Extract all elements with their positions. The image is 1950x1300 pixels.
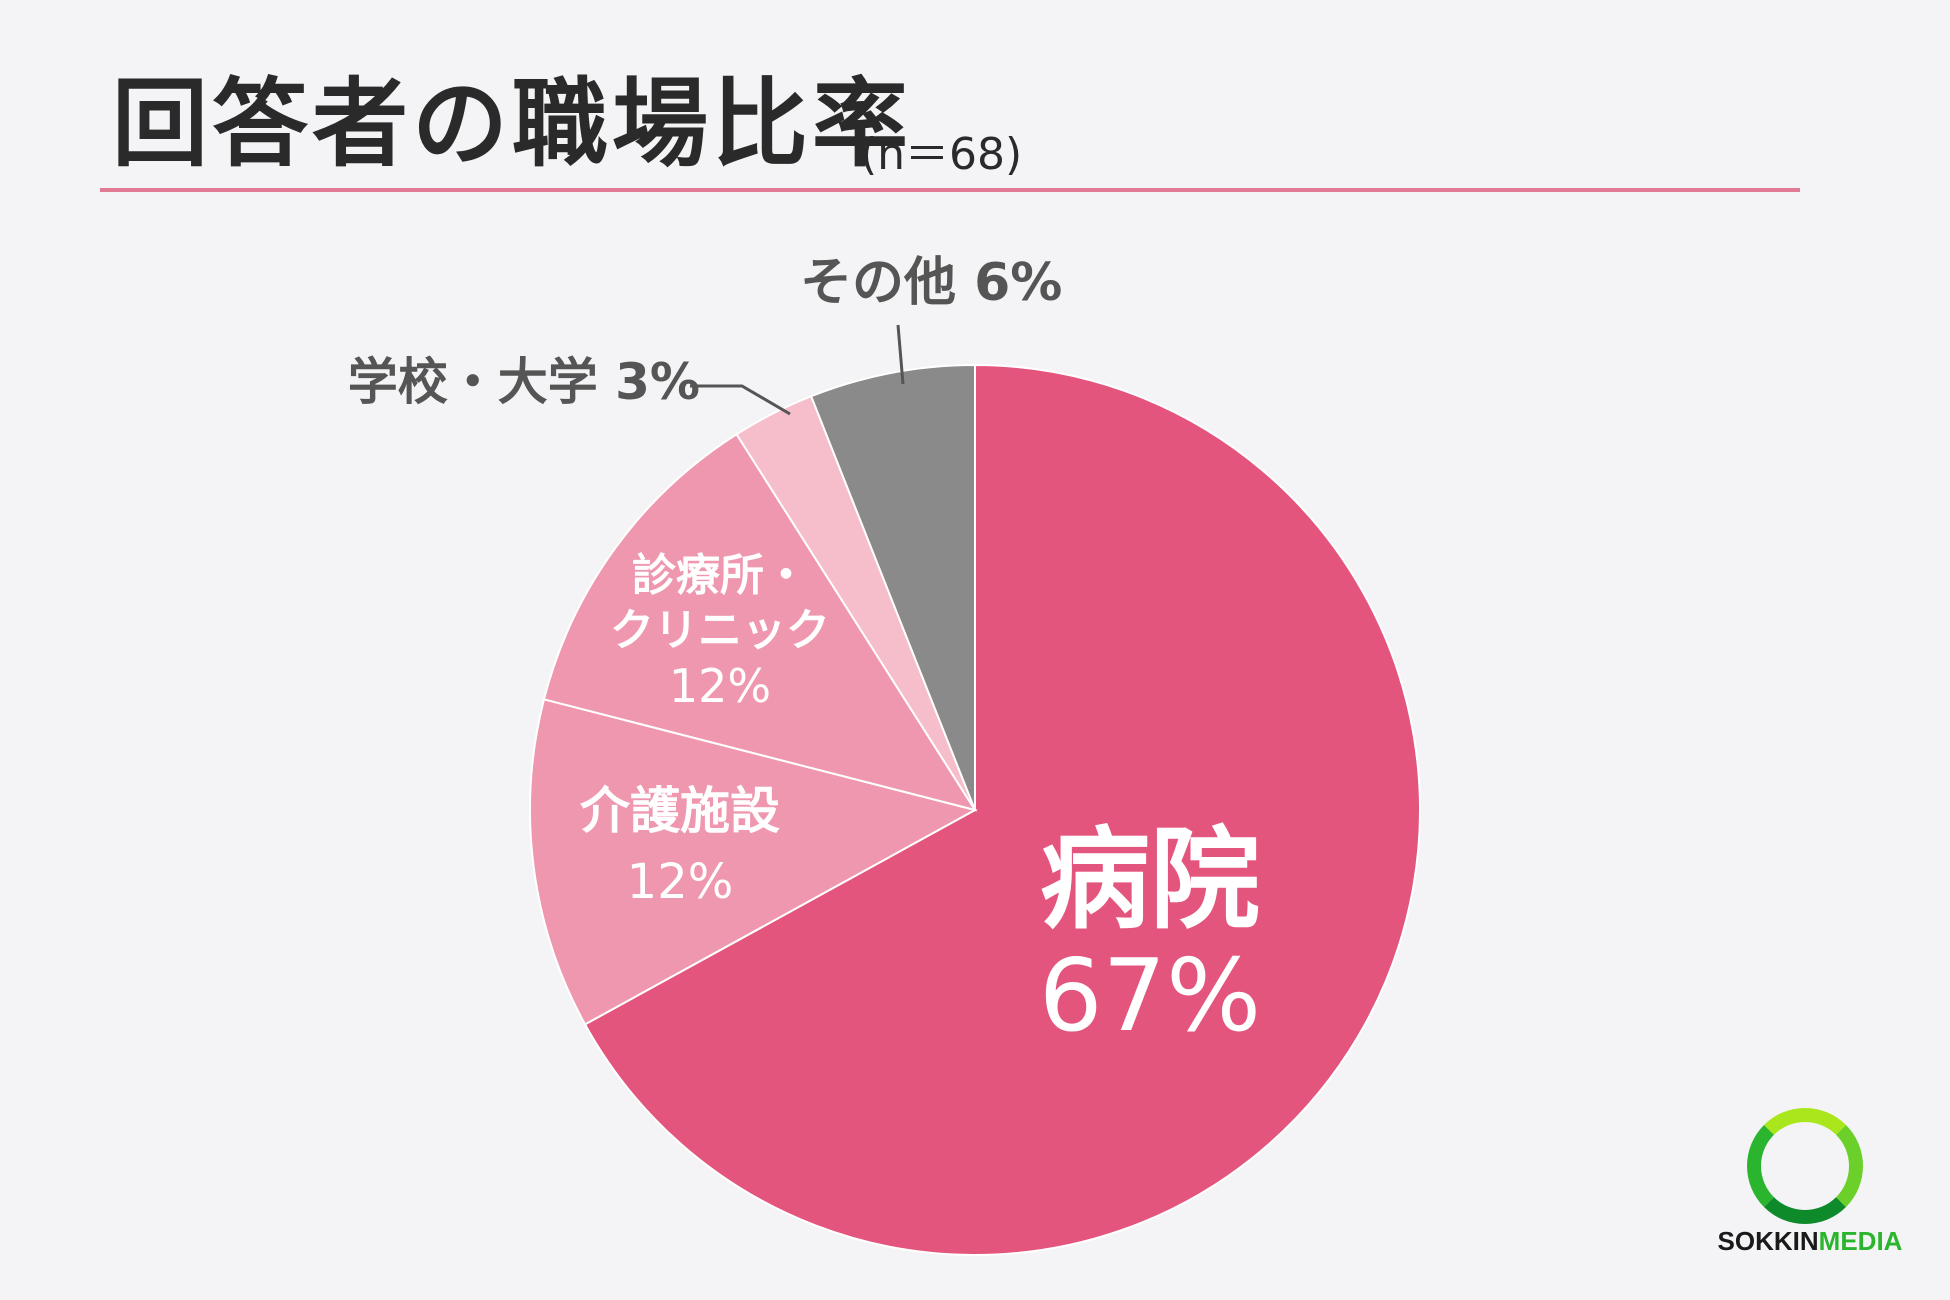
pie-slice-hospital	[583, 363, 1421, 1256]
logo-wordmark: SOKKINMEDIA	[1690, 1226, 1930, 1257]
leader-line-other	[896, 324, 905, 385]
ring-logo-icon	[1747, 1108, 1863, 1224]
pie-slices	[529, 363, 1421, 1256]
chart-subtitle: (n＝68)	[860, 129, 1023, 180]
slice-pct-hospital: 67%	[1038, 937, 1262, 1054]
slice-name-hospital: 病院	[1040, 816, 1260, 944]
slice-label-care: 介護施設 12%	[540, 775, 820, 917]
pie-slice-care	[529, 698, 978, 1026]
sokkin-media-logo: SOKKINMEDIA	[1690, 1108, 1930, 1268]
slice-name-clinic-line2: クリニック	[610, 605, 830, 656]
slice-label-clinic: 診療所・ クリニック 12%	[570, 548, 870, 716]
logo-text-media: MEDIA	[1818, 1226, 1903, 1256]
title-underline	[100, 188, 1800, 192]
slice-name-care: 介護施設	[580, 782, 780, 840]
slice-pct-clinic: 12%	[668, 659, 772, 713]
slice-label-hospital: 病院 67%	[1010, 820, 1290, 1051]
slice-pct-care: 12%	[626, 853, 734, 910]
leader-line-school	[690, 384, 791, 416]
pie-slice-other	[809, 363, 976, 811]
pie-slice-clinic	[542, 432, 978, 812]
slice-name-clinic-line1: 診療所・	[632, 550, 808, 601]
logo-text-sokkin: SOKKIN	[1717, 1226, 1819, 1256]
chart-title: 回答者の職場比率	[112, 68, 912, 180]
slice-label-other: その他 6%	[800, 253, 1063, 313]
slice-label-school: 学校・大学 3%	[347, 353, 700, 411]
